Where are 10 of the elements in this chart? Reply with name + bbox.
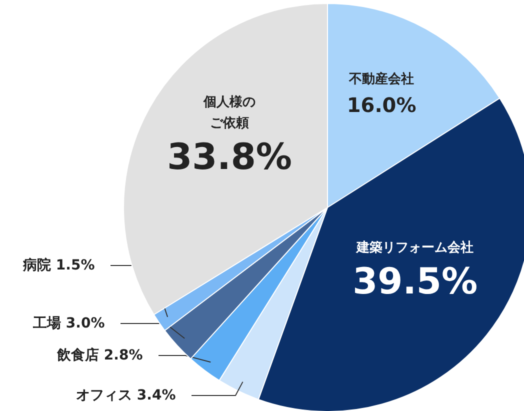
slice-label: 病院 1.5% bbox=[22, 256, 95, 274]
slice-label: 建築リフォーム会社 bbox=[356, 240, 474, 256]
slice-label: 工場 3.0% bbox=[32, 316, 105, 332]
data-label: 16.0% bbox=[346, 93, 416, 118]
slice-label: オフィス 3.4% bbox=[76, 388, 176, 404]
slice-label: 飲食店 2.8% bbox=[56, 346, 143, 364]
slice-label: 個人様のご依頼 bbox=[202, 94, 256, 131]
slice-label: 不動産会社 bbox=[348, 71, 414, 88]
data-label: 33.8% bbox=[167, 136, 292, 178]
data-label: 39.5% bbox=[352, 262, 478, 303]
